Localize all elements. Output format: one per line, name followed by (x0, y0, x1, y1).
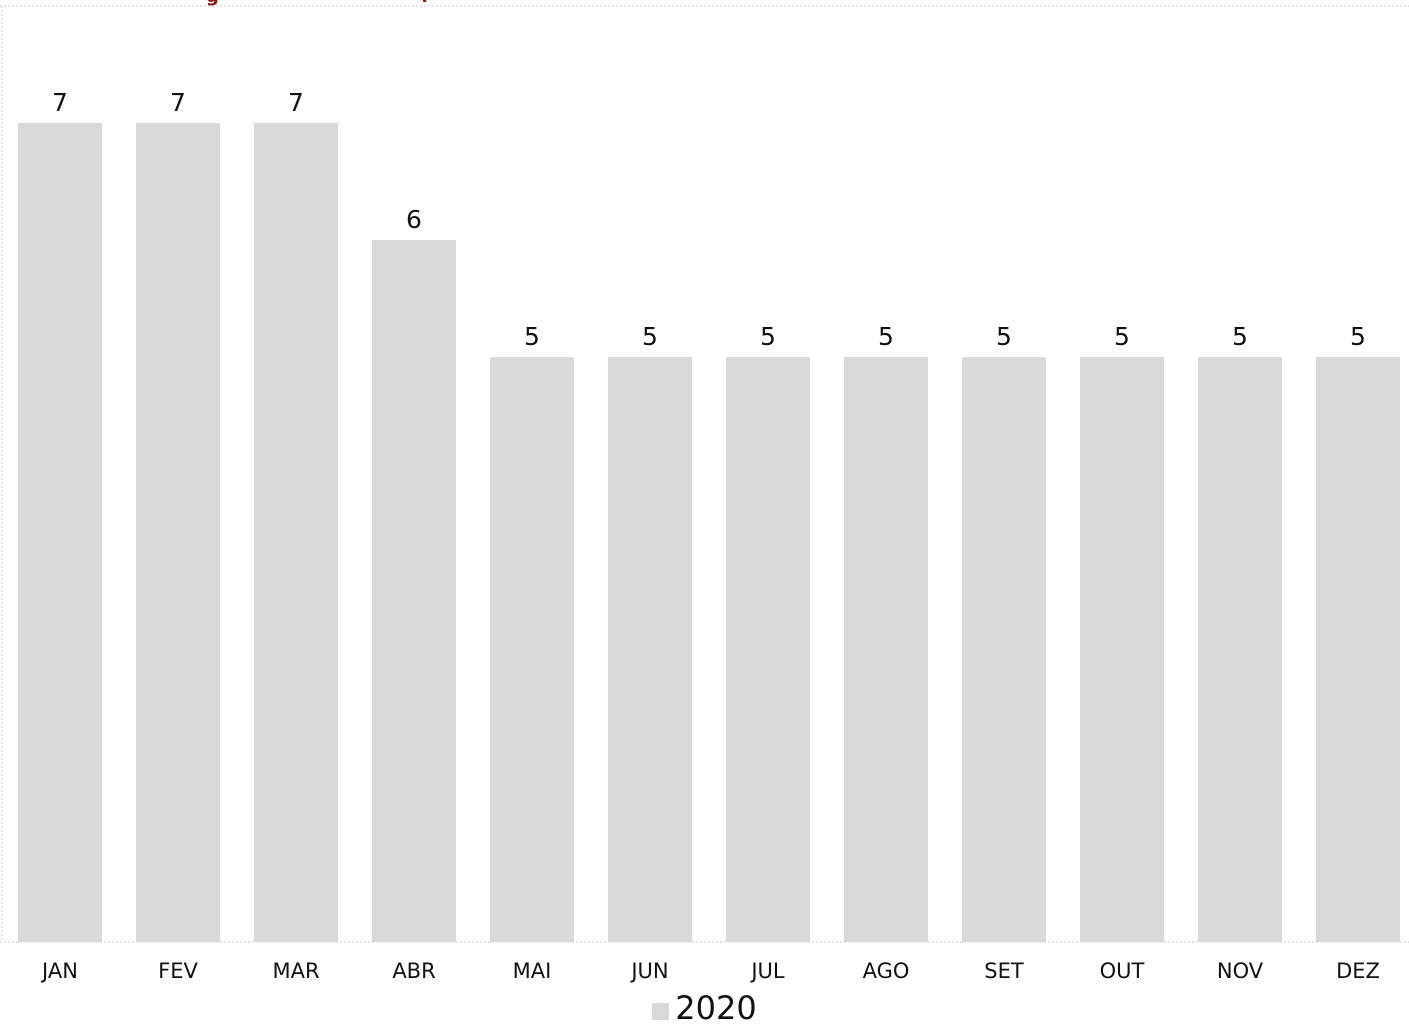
data-label-ago: 5 (878, 322, 894, 351)
data-label-jul: 5 (760, 322, 776, 351)
x-tick-label-out: OUT (1100, 959, 1145, 983)
legend-swatch (652, 1002, 670, 1020)
x-tick-label-set: SET (984, 959, 1024, 983)
x-tick-labels-group: JAN FEV MAR ABR MAI JUN JUL AGO SET OUT NOV DEZ (40, 959, 1380, 983)
x-tick-label-fev: FEV (158, 959, 198, 983)
bar-out (1080, 357, 1164, 942)
data-label-mar: 7 (288, 88, 304, 117)
data-labels-group: 7 7 7 6 5 5 5 5 5 5 5 5 (52, 88, 1366, 351)
x-tick-label-nov: NOV (1217, 959, 1264, 983)
bar-mar (254, 123, 338, 942)
x-tick-label-jun: JUN (629, 959, 668, 983)
title-fragment-left: g (206, 0, 219, 7)
x-tick-label-abr: ABR (392, 959, 435, 983)
x-tick-label-dez: DEZ (1336, 959, 1380, 983)
bar-mai (490, 357, 574, 942)
data-label-mai: 5 (524, 322, 540, 351)
data-label-nov: 5 (1232, 322, 1248, 351)
data-label-abr: 6 (406, 205, 422, 234)
legend: 2020 (0, 988, 1409, 1028)
data-label-jun: 5 (642, 322, 658, 351)
x-tick-label-jan: JAN (40, 959, 78, 983)
legend-label: 2020 (675, 989, 757, 1027)
bar-nov (1198, 357, 1282, 942)
bar-fev (136, 123, 220, 942)
data-label-dez: 5 (1350, 322, 1366, 351)
x-tick-label-mai: MAI (513, 959, 552, 983)
bar-dez (1316, 357, 1400, 942)
bar-jul (726, 357, 810, 942)
bar-jan (18, 123, 102, 942)
data-label-jan: 7 (52, 88, 68, 117)
bars-group (18, 123, 1400, 942)
data-label-fev: 7 (170, 88, 186, 117)
x-tick-label-jul: JUL (749, 959, 785, 983)
x-tick-label-ago: AGO (863, 959, 910, 983)
bar-jun (608, 357, 692, 942)
bar-set (962, 357, 1046, 942)
bar-abr (372, 240, 456, 942)
x-tick-label-mar: MAR (272, 959, 319, 983)
bar-ago (844, 357, 928, 942)
title-fragment-right: ? (420, 0, 430, 7)
data-label-set: 5 (996, 322, 1012, 351)
data-label-out: 5 (1114, 322, 1130, 351)
